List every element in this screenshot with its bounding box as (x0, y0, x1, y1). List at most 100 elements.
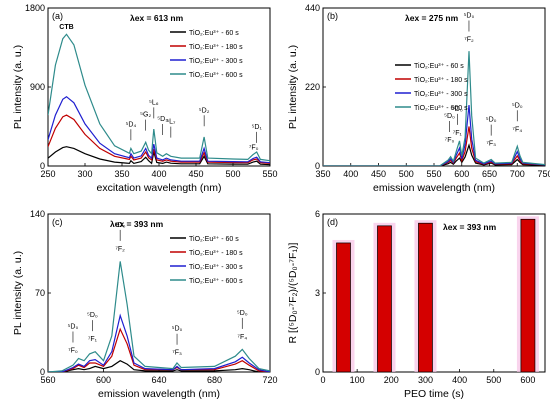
y-tick-label: 6 (315, 209, 320, 219)
series-line-1 (323, 143, 545, 166)
x-tick-label: 100 (350, 375, 365, 385)
y-axis-label: PL intensity (a. u.) (287, 45, 299, 129)
x-tick-label: 550 (262, 169, 277, 179)
x-tick-label: 500 (399, 169, 414, 179)
series-line-1 (48, 146, 270, 166)
legend-entry: TiO₂:Eu³⁺ - 60 s (189, 236, 239, 243)
excitation-condition: λex = 613 nm (130, 13, 184, 23)
x-tick-label: 600 (454, 169, 469, 179)
x-tick-label: 500 (225, 169, 240, 179)
x-tick-label: 400 (343, 169, 358, 179)
legend-entry: TiO₂:Eu³⁺ - 600 s (189, 72, 243, 79)
annotation: ⁵D₀ (486, 117, 497, 124)
y-tick-label: 0 (315, 367, 320, 377)
y-axis-label: PL intensity (a. u.) (12, 45, 24, 129)
panel-label: (d) (327, 217, 338, 227)
series-line-4 (323, 51, 545, 166)
x-tick-label: 350 (114, 169, 129, 179)
annotation: ⁵D₀ (512, 102, 523, 109)
annotation: ⁵D₂ (199, 107, 210, 114)
y-tick-label: 70 (35, 288, 45, 298)
panel-a: 250 300 350 400 450 500 550 0 900 1800 excitation … (12, 3, 278, 194)
x-tick-label: 350 (315, 169, 330, 179)
x-tick-label: 250 (40, 169, 55, 179)
annotation: ⁵D₀ (464, 13, 475, 20)
annotation: ⁵D₀ (237, 310, 248, 317)
x-tick-label: 600 (520, 375, 535, 385)
y-tick-label: 1800 (25, 3, 45, 13)
annotation: ⁷F₀ (68, 347, 78, 354)
annotation: ⁷F₄ (237, 334, 247, 341)
x-tick-label: 200 (384, 375, 399, 385)
x-tick-label: 450 (188, 169, 203, 179)
x-tick-label: 500 (486, 375, 501, 385)
annotation: ⁷F₀ (249, 144, 259, 151)
panel-d: 0 100 200 300 400 500 600 0 3 6 PEO time (s) R [(⁵D… (287, 209, 546, 400)
bar (336, 242, 351, 373)
series-line-3 (48, 95, 270, 164)
legend-entry: TiO₂:Eu³⁺ - 600 s (189, 278, 243, 285)
annotation: ⁵D₀ (68, 323, 79, 330)
annotation: ⁷F₂ (115, 246, 125, 253)
legend-entry: TiO₂:Eu³⁺ - 180 s (189, 250, 243, 257)
x-tick-label: 750 (537, 169, 550, 179)
legend-entry: TiO₂:Eu³⁺ - 180 s (189, 44, 243, 51)
panel-label: (b) (327, 11, 338, 21)
x-tick-label: 0 (320, 375, 325, 385)
series-line-4 (48, 261, 270, 372)
annotation: ⁷F₃ (486, 141, 496, 148)
x-axis-label: emission wavelength (nm) (373, 182, 495, 194)
series-line-3 (323, 104, 545, 166)
annotation: ⁵L₆ (149, 99, 159, 106)
x-tick-label: 680 (207, 375, 222, 385)
y-axis-label: PL intensity (a. u.) (12, 251, 24, 335)
annotation: ⁵D₀ (452, 106, 463, 113)
annotation: ⁵D₃ (157, 116, 168, 123)
y-tick-label: 440 (305, 3, 320, 13)
series-line-4 (48, 33, 270, 162)
x-axis-label: excitation wavelength (nm) (97, 182, 222, 194)
series-group (323, 51, 545, 166)
plot-frame (322, 7, 546, 167)
annotation: ⁵D₁ (252, 124, 263, 131)
annotation: ⁷F₁ (453, 130, 463, 137)
annotation: ⁷F₀ (445, 137, 455, 144)
bar (520, 218, 536, 373)
bar (418, 222, 433, 373)
x-tick-label: 550 (426, 169, 441, 179)
legend-entry: TiO₂:Eu³⁺ - 60 s (189, 30, 239, 37)
annotation: ⁷F₂ (464, 37, 474, 44)
panel-label: (c) (52, 217, 63, 227)
bar (377, 225, 392, 373)
legend-entry: TiO₂:Eu³⁺ - 300 s (189, 58, 243, 65)
annotation: ⁵D₄ (125, 121, 136, 128)
legend-entry: TiO₂:Eu³⁺ - 300 s (414, 91, 468, 98)
x-tick-label: 560 (40, 375, 55, 385)
x-tick-label: 400 (452, 375, 467, 385)
x-tick-label: 650 (482, 169, 497, 179)
annotation: ⁷F₃ (172, 350, 182, 357)
annotation: ⁷F₁ (88, 336, 98, 343)
x-axis-label: emission wavelength (nm) (98, 388, 220, 400)
x-axis-label: PEO time (s) (404, 388, 464, 400)
excitation-condition: λex = 393 nm (110, 219, 164, 229)
legend-entry: TiO₂:Eu³⁺ - 600 s (414, 105, 468, 112)
legend-entry: TiO₂:Eu³⁺ - 300 s (189, 264, 243, 271)
series-line-2 (323, 126, 545, 166)
annotation: CTB (59, 24, 73, 31)
annotation: ⁵D₀ (115, 222, 126, 229)
annotation: ⁵D₀ (172, 326, 183, 333)
x-tick-label: 720 (262, 375, 277, 385)
annotation: ⁷F₄ (512, 126, 522, 133)
annotation: ⁵D₀ (444, 113, 455, 120)
y-tick-label: 0 (40, 367, 45, 377)
series-line-3 (48, 313, 270, 372)
x-tick-label: 600 (96, 375, 111, 385)
panel-label: (a) (52, 11, 63, 21)
x-tick-label: 640 (151, 375, 166, 385)
annotation: ⁵L₇ (166, 119, 176, 126)
plot-frame (47, 213, 271, 373)
x-tick-label: 700 (510, 169, 525, 179)
y-tick-label: 140 (30, 209, 45, 219)
